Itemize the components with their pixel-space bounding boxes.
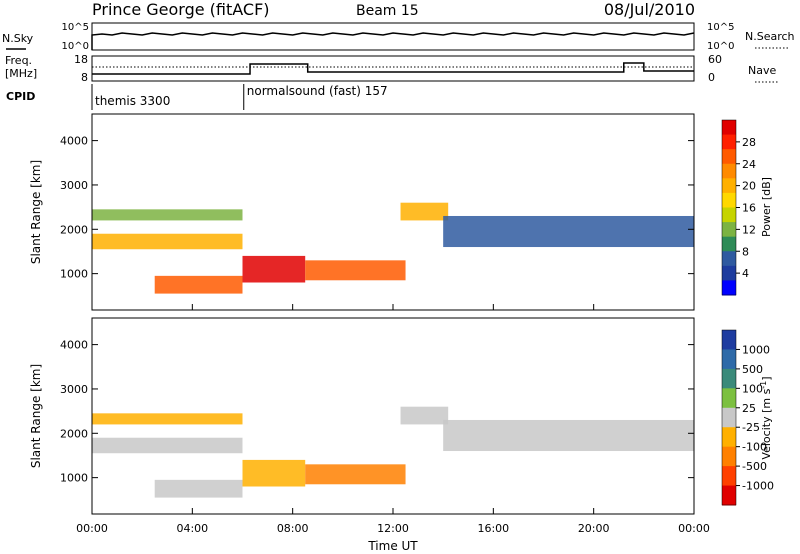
vel-y-tick-label: 2000	[60, 427, 88, 440]
velocity-colorbar-tick-label: -100	[742, 441, 767, 454]
freq-panel: Freq. [MHz] 18 8 60 0 Nave	[5, 53, 778, 84]
power-colorbar-label: Power [dB]	[760, 177, 773, 237]
velocity-y-axis-label: Slant Range [km]	[29, 364, 43, 468]
vel-echo-region	[92, 413, 243, 425]
power-cbar-swatch	[722, 265, 736, 281]
freq-trace	[92, 62, 694, 75]
station-title: Prince George (fitACF)	[92, 0, 270, 19]
x-tick-label: 16:00	[477, 522, 509, 535]
velocity-colorbar-tick-label: -500	[742, 460, 767, 473]
freq-left-label-2: [MHz]	[5, 67, 37, 80]
vel-y-tick-label: 1000	[60, 472, 88, 485]
beam-title: Beam 15	[356, 3, 419, 19]
noise-left-label: N.Sky	[2, 32, 34, 45]
vel-echo-region	[400, 406, 449, 425]
vel-cbar-swatch	[722, 407, 736, 428]
noise-panel: N.Sky 10^5 10^0 10^5 10^0 N.Search	[2, 22, 795, 52]
power-echo-region	[443, 215, 694, 248]
x-tick-label: 04:00	[176, 522, 208, 535]
power-colorbar-tick-label: 20	[742, 180, 756, 193]
freq-left-tick-top: 18	[74, 53, 88, 66]
noise-right-label: N.Search	[745, 30, 795, 43]
power-colorbar-tick-label: 24	[742, 158, 756, 171]
power-y-axis-label: Slant Range [km]	[29, 160, 43, 264]
x-tick-label: 00:00	[678, 522, 710, 535]
power-cbar-swatch	[722, 222, 736, 238]
x-axis-label: Time UT	[367, 539, 418, 553]
cpid-segment-themis: themis 3300	[95, 94, 170, 108]
velocity-colorbar: 1000 500 100 25 -25 -100 -500 -1000 Velocity [m…	[721, 329, 774, 506]
power-echo-region	[92, 209, 243, 221]
vel-cbar-swatch	[722, 349, 736, 370]
noise-left-tick-top: 10^5	[62, 22, 89, 33]
power-cbar-swatch	[722, 163, 736, 179]
vel-echo-region	[92, 437, 243, 454]
power-echo-region	[400, 202, 449, 221]
noise-left-tick-bottom: 10^0	[62, 41, 89, 52]
freq-left-tick-bottom: 8	[81, 71, 88, 84]
x-tick-label: 12:00	[377, 522, 409, 535]
power-colorbar-tick-label: 16	[742, 202, 756, 215]
vel-y-tick-label: 3000	[60, 383, 88, 396]
power-cbar-swatch	[722, 134, 736, 150]
power-cbar-swatch	[722, 280, 736, 296]
power-echo-region	[242, 255, 306, 283]
cpid-segment-normalsound: normalsound (fast) 157	[247, 84, 388, 98]
freq-right-tick-top: 60	[708, 53, 722, 66]
power-y-tick-label: 4000	[60, 135, 88, 148]
power-colorbar: 28 24 20 16 12 8 4 Power [dB]	[721, 119, 773, 296]
date-title: 08/Jul/2010	[604, 0, 695, 19]
power-colorbar-tick-label: 12	[742, 223, 756, 236]
vel-cbar-swatch	[722, 330, 736, 350]
cpid-label: CPID	[6, 90, 35, 103]
power-cbar-swatch	[722, 236, 736, 252]
power-echo-region	[305, 260, 406, 281]
nave-label: Nave	[748, 64, 776, 77]
power-colorbar-tick-label: 4	[742, 267, 749, 280]
power-colorbar-tick-label: 28	[742, 136, 756, 149]
vel-y-tick-label: 4000	[60, 339, 88, 352]
power-echo-region	[92, 233, 243, 250]
vel-echo-region	[154, 479, 243, 498]
vel-cbar-swatch	[722, 485, 736, 506]
velocity-colorbar-label: Velocity [m s-1]	[759, 376, 773, 459]
velocity-colorbar-tick-label: 25	[742, 402, 756, 415]
vel-echo-region	[242, 459, 306, 487]
power-y-tick-label: 3000	[60, 179, 88, 192]
freq-left-label-1: Freq.	[5, 54, 32, 67]
noise-right-tick-top: 10^5	[707, 22, 734, 33]
velocity-panel: 1000 2000 3000 4000 Slant Range [km]	[29, 317, 695, 515]
vel-echo-region	[305, 464, 406, 485]
power-panel: 1000 2000 3000 4000 Slant Range [km]	[29, 113, 695, 311]
power-cbar-swatch	[722, 207, 736, 223]
power-y-tick-label: 1000	[60, 268, 88, 281]
power-y-tick-label: 2000	[60, 223, 88, 236]
power-colorbar-tick-label: 8	[742, 245, 749, 258]
power-cbar-swatch	[722, 178, 736, 194]
x-tick-label: 20:00	[578, 522, 610, 535]
velocity-colorbar-tick-label: 1000	[742, 343, 770, 356]
power-cbar-swatch	[722, 120, 736, 136]
velocity-colorbar-tick-label: 100	[742, 382, 763, 395]
vel-cbar-swatch	[722, 368, 736, 389]
freq-right-tick-bottom: 0	[708, 71, 715, 84]
velocity-colorbar-tick-label: -1000	[742, 480, 774, 493]
velocity-colorbar-tick-label: -25	[742, 421, 760, 434]
vel-echo-region	[443, 419, 694, 452]
vel-cbar-swatch	[722, 466, 736, 487]
noise-right-tick-bottom: 10^0	[707, 41, 734, 52]
power-cbar-swatch	[722, 251, 736, 267]
power-cbar-swatch	[722, 192, 736, 208]
power-cbar-swatch	[722, 149, 736, 165]
x-tick-label: 08:00	[277, 522, 309, 535]
velocity-colorbar-tick-label: 500	[742, 363, 763, 376]
power-echo-region	[154, 275, 243, 294]
noise-trace	[91, 32, 695, 50]
vel-cbar-swatch	[722, 446, 736, 467]
vel-cbar-swatch	[722, 388, 736, 409]
x-tick-label: 00:00	[76, 522, 108, 535]
vel-cbar-swatch	[722, 427, 736, 448]
